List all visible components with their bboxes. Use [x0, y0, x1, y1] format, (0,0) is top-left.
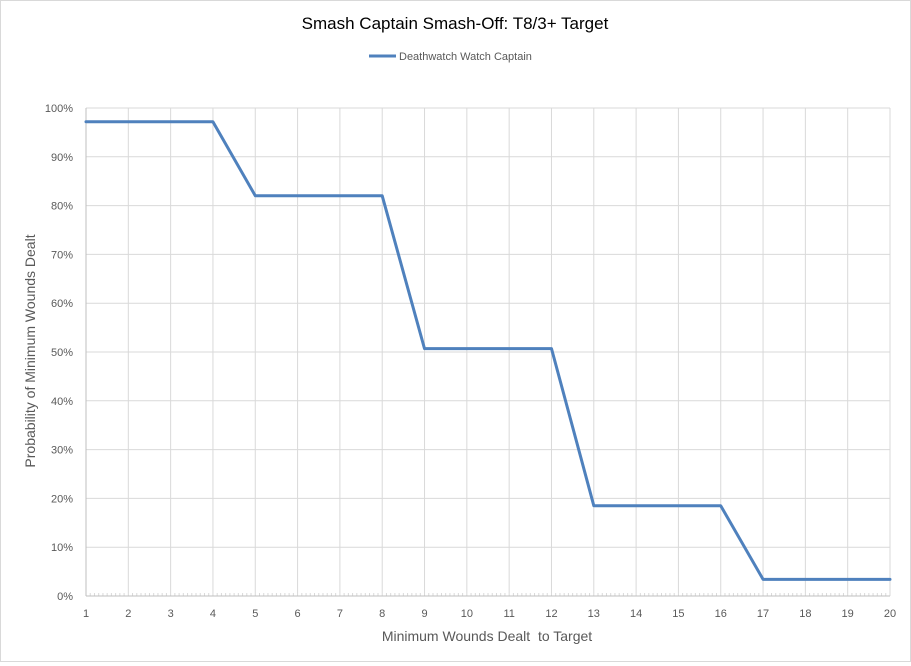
y-tick-label: 30%	[51, 445, 73, 457]
y-tick-label: 90%	[51, 152, 73, 164]
x-tick-label: 7	[337, 608, 343, 620]
x-tick-label: 1	[83, 608, 89, 620]
chart-title: Smash Captain Smash-Off: T8/3+ Target	[302, 14, 609, 33]
y-tick-label: 50%	[51, 347, 73, 359]
legend: Deathwatch Watch Captain	[369, 51, 532, 63]
x-axis-label: Minimum Wounds Dealt to Target	[382, 628, 592, 644]
x-tick-label: 13	[588, 608, 600, 620]
legend-label: Deathwatch Watch Captain	[399, 51, 532, 63]
x-tick-label: 15	[672, 608, 684, 620]
x-tick-label: 16	[715, 608, 727, 620]
y-tick-label: 60%	[51, 298, 73, 310]
x-tick-label: 14	[630, 608, 642, 620]
y-axis: 0% 10% 20% 30% 40% 50% 60% 70% 80% 90% 100%	[45, 103, 87, 603]
y-tick-label: 10%	[51, 542, 73, 554]
y-tick-label: 100%	[45, 103, 73, 115]
series-line-0	[84, 120, 892, 581]
y-tick-label: 80%	[51, 201, 73, 213]
x-tick-label: 12	[545, 608, 557, 620]
y-tick-label: 40%	[51, 396, 73, 408]
x-tick-label: 10	[461, 608, 473, 620]
y-tick-label: 0%	[57, 591, 73, 603]
x-tick-label: 17	[757, 608, 769, 620]
y-tick-label: 70%	[51, 249, 73, 261]
x-tick-label: 5	[252, 608, 258, 620]
y-axis-label: Probability of Minimum Wounds Dealt	[22, 234, 38, 467]
x-tick-label: 9	[421, 608, 427, 620]
x-tick-label: 19	[842, 608, 854, 620]
x-tick-label: 4	[210, 608, 216, 620]
x-tick-label: 18	[799, 608, 811, 620]
x-tick-label: 3	[168, 608, 174, 620]
series-group	[84, 120, 892, 581]
x-tick-label: 2	[125, 608, 131, 620]
x-tick-label: 6	[295, 608, 301, 620]
gridlines	[86, 107, 891, 596]
x-tick-label: 8	[379, 608, 385, 620]
x-tick-label: 20	[884, 608, 896, 620]
x-axis: 1 2 3 4 5 6 7 8 9 10 11 12 13 14 15 16 17 18 19 20	[83, 595, 896, 620]
x-tick-label: 11	[503, 608, 514, 620]
y-tick-label: 20%	[51, 493, 73, 505]
